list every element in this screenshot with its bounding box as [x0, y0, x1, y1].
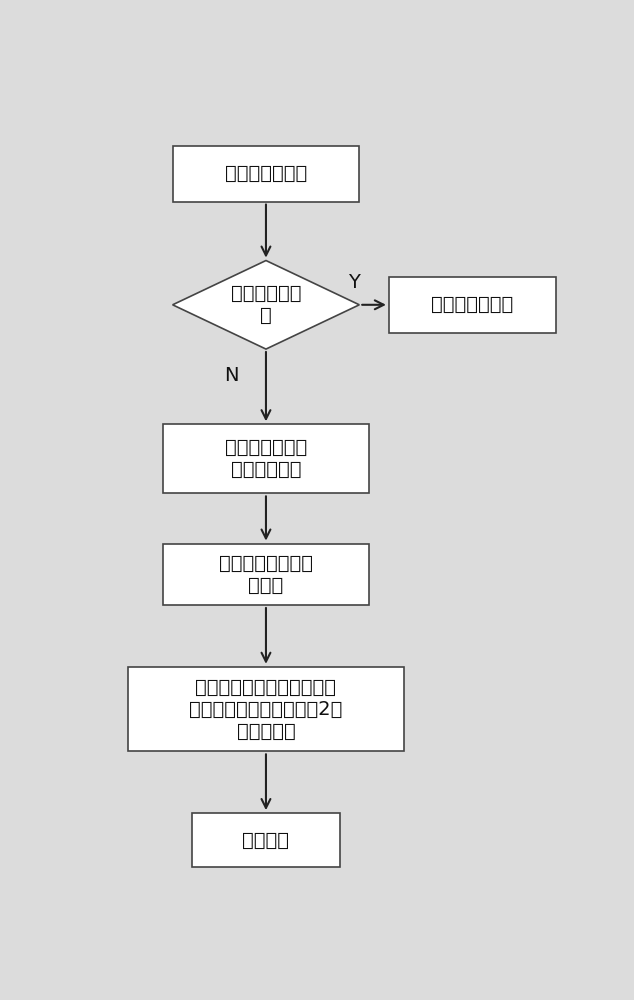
FancyBboxPatch shape — [163, 544, 369, 605]
Text: Y: Y — [349, 273, 360, 292]
Text: 将所需修正染色体环路每个
开关值调整到离初始状态2以
内的任意数: 将所需修正染色体环路每个 开关值调整到离初始状态2以 内的任意数 — [190, 678, 342, 741]
Text: N: N — [224, 366, 239, 385]
FancyBboxPatch shape — [163, 424, 369, 493]
FancyBboxPatch shape — [192, 813, 340, 867]
FancyBboxPatch shape — [128, 667, 404, 751]
Text: 提取不合格的染
色体所有环路: 提取不合格的染 色体所有环路 — [225, 438, 307, 479]
Polygon shape — [172, 261, 359, 349]
Text: 修正结束: 修正结束 — [242, 830, 290, 849]
FancyBboxPatch shape — [389, 277, 556, 333]
Text: 提取子代染色体: 提取子代染色体 — [225, 164, 307, 183]
Text: 不需要进行修正: 不需要进行修正 — [431, 295, 514, 314]
FancyBboxPatch shape — [172, 146, 359, 202]
Text: 染色体是否合
格: 染色体是否合 格 — [231, 284, 301, 325]
Text: 提取初始开关状态
的数值: 提取初始开关状态 的数值 — [219, 554, 313, 595]
